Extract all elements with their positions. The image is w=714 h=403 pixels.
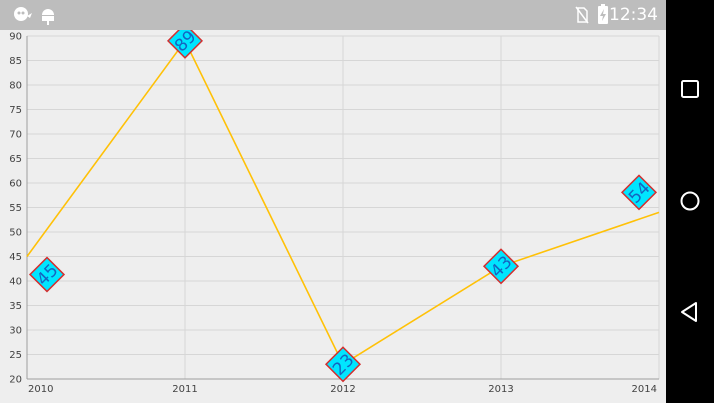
y-tick-label: 55 (9, 203, 22, 214)
data-label: 54 (620, 174, 658, 211)
home-button[interactable] (674, 185, 706, 217)
android-debug-icon (42, 9, 54, 25)
y-tick-label: 25 (9, 350, 22, 361)
x-tick-label: 2014 (632, 384, 657, 395)
y-tick-label: 35 (9, 301, 22, 312)
data-label-diamond (482, 248, 520, 285)
data-label-diamond (28, 256, 66, 293)
y-tick-label: 65 (9, 154, 22, 165)
status-bar: 12:34 (0, 0, 666, 30)
x-tick-label: 2011 (172, 384, 197, 395)
axes: 20 25 30 35 40 45 50 55 60 65 70 75 80 85 90 2010 2011 20… (9, 32, 659, 395)
y-tick-label: 70 (9, 130, 22, 141)
y-tick-label: 60 (9, 179, 22, 190)
y-tick-label: 40 (9, 277, 22, 288)
y-tick-label: 85 (9, 56, 22, 67)
navigation-bar (666, 0, 714, 403)
ghost-notification-icon (14, 7, 32, 21)
data-label: 43 (482, 248, 520, 285)
no-sim-icon (575, 6, 589, 24)
x-tick-label: 2013 (488, 384, 513, 395)
status-clock: 12:34 (609, 5, 658, 25)
x-tick-label: 2012 (330, 384, 355, 395)
y-tick-label: 45 (9, 252, 22, 263)
y-tick-label: 20 (9, 375, 22, 386)
data-label-diamond (324, 346, 362, 383)
data-label-diamond (620, 174, 658, 211)
data-label: 23 (324, 346, 362, 383)
data-label: 45 (28, 256, 66, 293)
back-button[interactable] (674, 296, 706, 328)
data-label-diamond (166, 30, 204, 59)
recents-button[interactable] (674, 73, 706, 105)
line-chart: 20 25 30 35 40 45 50 55 60 65 70 75 80 85 90 2010 2011 20… (9, 30, 660, 395)
grid (26, 35, 660, 380)
y-tick-label: 80 (9, 81, 22, 92)
battery-charging-icon (598, 4, 608, 24)
y-tick-label: 90 (9, 32, 22, 43)
app-screen: 12:34 20 25 30 35 40 45 50 55 60 65 70 75 80 85 90 2010… (0, 0, 666, 403)
y-tick-label: 75 (9, 105, 22, 116)
data-label-text: 45 (33, 260, 62, 289)
y-tick-label: 30 (9, 326, 22, 337)
y-tick-label: 50 (9, 228, 22, 239)
data-label: 89 (166, 30, 204, 59)
x-tick-label: 2010 (28, 384, 53, 395)
